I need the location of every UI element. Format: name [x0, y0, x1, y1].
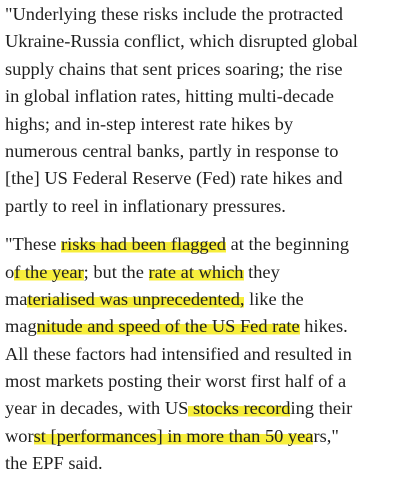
text-line: most markets posting their worst first h…: [5, 368, 419, 395]
text-line: the EPF said.: [5, 450, 419, 477]
text-run: "These: [5, 234, 62, 255]
highlighted-text: st [performances] in more than 50 yea: [33, 425, 314, 446]
text-run: most markets posting their worst first h…: [5, 371, 347, 392]
text-line: highs; and in-step interest rate hikes b…: [5, 111, 419, 138]
text-run: numerous central banks, partly in respon…: [5, 140, 339, 161]
text-run: "Underlying these risks include the prot…: [5, 4, 343, 24]
highlighted-text: f the year: [14, 261, 84, 282]
text-line: materialised was unprecedented, like the: [5, 286, 419, 313]
text-run: the EPF said.: [5, 453, 103, 474]
text-run: [the] US Federal Reserve (Fed) rate hike…: [5, 168, 343, 189]
text-line: partly to reel in inflationary pressures…: [5, 193, 419, 220]
text-line: "These risks had been flagged at the beg…: [5, 231, 419, 258]
text-run: wor: [5, 425, 34, 446]
highlighted-text: terialised was unprecedented,: [27, 288, 245, 309]
text-run: rs,": [313, 425, 339, 446]
text-line: magnitude and speed of the US Fed rate h…: [5, 313, 419, 340]
text-run: partly to reel in inflationary pressures…: [5, 195, 286, 216]
text-run: ; but the: [83, 261, 149, 282]
text-run: All these factors had intensified and re…: [5, 343, 352, 364]
text-line: worst [performances] in more than 50 yea…: [5, 423, 419, 450]
text-line: in global inflation rates, hitting multi…: [5, 83, 419, 110]
text-run: Ukraine-Russia conflict, which disrupted…: [5, 31, 358, 52]
text-run: at the beginning: [225, 234, 350, 255]
text-run: they: [243, 261, 280, 282]
text-line: supply chains that sent prices soaring; …: [5, 56, 419, 83]
highlighted-text: rate at which: [148, 261, 244, 282]
paragraph: "Underlying these risks include the prot…: [5, 1, 419, 220]
text-run: mag: [5, 316, 37, 337]
text-run: supply chains that sent prices soaring; …: [5, 58, 343, 79]
text-line: Ukraine-Russia conflict, which disrupted…: [5, 28, 419, 55]
text-line: All these factors had intensified and re…: [5, 341, 419, 368]
text-run: highs; and in-step interest rate hikes b…: [5, 113, 294, 134]
text-line: [the] US Federal Reserve (Fed) rate hike…: [5, 165, 419, 192]
text-run: ing their: [290, 398, 353, 419]
text-run: ma: [5, 288, 28, 309]
highlighted-text: risks had been flagged: [61, 234, 226, 255]
text-run: in global inflation rates, hitting multi…: [5, 86, 334, 107]
highlighted-text: stocks record: [188, 398, 291, 419]
highlighted-text: nitude and speed of the US Fed rate: [36, 316, 300, 337]
paragraph: "These risks had been flagged at the beg…: [5, 231, 419, 478]
text-line: "Underlying these risks include the prot…: [5, 1, 419, 28]
text-line: of the year; but the rate at which they: [5, 259, 419, 286]
text-run: o: [5, 261, 15, 282]
text-run: year in decades, with US: [5, 398, 189, 419]
text-run: hikes.: [299, 316, 348, 337]
text-run: like the: [244, 288, 304, 309]
text-line: numerous central banks, partly in respon…: [5, 138, 419, 165]
text-line: year in decades, with US stocks recordin…: [5, 395, 419, 422]
